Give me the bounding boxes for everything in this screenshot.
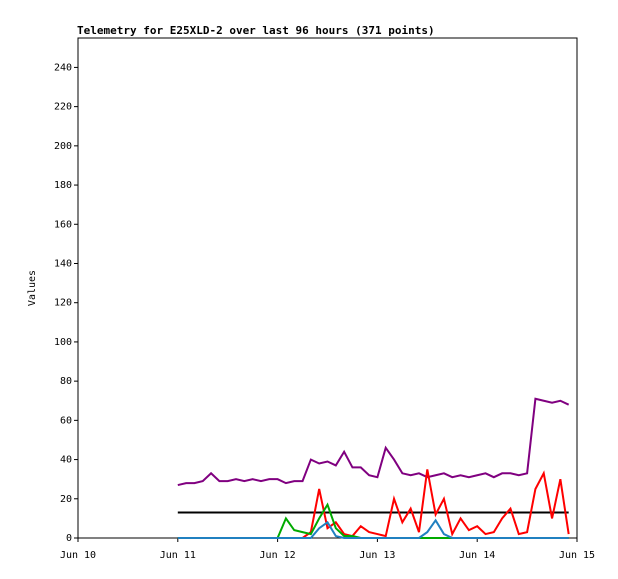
y-tick-label: 120 xyxy=(54,298,72,309)
y-tick-label: 200 xyxy=(54,141,72,152)
y-tick-label: 20 xyxy=(60,494,72,505)
y-axis-label: Values xyxy=(27,270,38,306)
y-tick-label: 140 xyxy=(54,258,72,269)
x-tick-label: Jun 13 xyxy=(359,550,395,561)
series-line xyxy=(177,397,570,487)
y-tick-label: 160 xyxy=(54,219,72,230)
x-tick-label: Jun 14 xyxy=(459,550,495,561)
y-tick-label: 0 xyxy=(66,533,72,544)
y-tick-label: 240 xyxy=(54,62,72,73)
y-tick-label: 40 xyxy=(60,455,72,466)
y-tick-label: 220 xyxy=(54,102,72,113)
x-tick-label: Jun 11 xyxy=(160,550,196,561)
y-tick-label: 180 xyxy=(54,180,72,191)
x-tick-label: Jun 10 xyxy=(60,550,96,561)
x-tick-label: Jun 15 xyxy=(559,550,595,561)
series-line xyxy=(177,518,569,539)
x-tick-label: Jun 12 xyxy=(260,550,296,561)
y-tick-label: 80 xyxy=(60,376,72,387)
y-tick-label: 100 xyxy=(54,337,72,348)
y-tick-label: 60 xyxy=(60,415,72,426)
plot-frame xyxy=(77,37,578,539)
chart-title: Telemetry for E25XLD-2 over last 96 hour… xyxy=(77,24,435,37)
